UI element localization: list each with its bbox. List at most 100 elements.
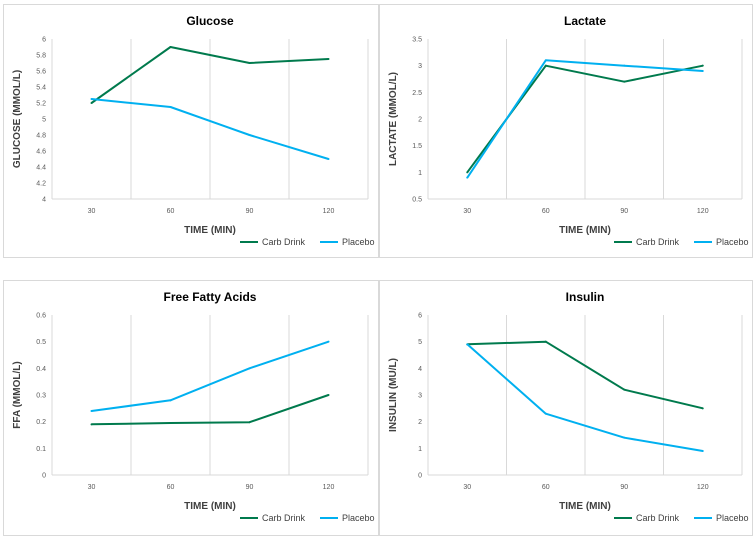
x-tick-label: 60 — [167, 208, 175, 215]
chart-free-fatty-acids: Free Fatty Acids 0 0.1 0.2 0.3 0.4 0.5 0.6 30 60 9… — [12, 290, 375, 523]
data-point-placebo — [327, 340, 330, 343]
y-tick-label: 2.5 — [412, 90, 422, 97]
y-tick-label: 0.2 — [36, 419, 46, 426]
y-tick-label: 4.2 — [36, 181, 46, 188]
data-point-carb-drink — [90, 423, 93, 426]
y-tick-label: 6 — [42, 37, 46, 44]
data-point-carb-drink — [623, 80, 626, 83]
y-tick-label: 0 — [42, 473, 46, 480]
x-tick-label: 30 — [463, 484, 471, 491]
data-point-carb-drink — [90, 102, 93, 104]
y-tick-label: 5.4 — [36, 85, 46, 92]
y-tick-label: 3 — [418, 393, 422, 400]
y-tick-label: 1 — [418, 446, 422, 453]
chart-panel-free-fatty-acids: Free Fatty Acids 0 0.1 0.2 0.3 0.4 0.5 0.6 30 60 9… — [3, 280, 379, 536]
data-point-carb-drink — [169, 422, 172, 424]
chart-panel-insulin: Insulin 0 1 2 3 4 5 6 30 60 90 120 TIME (MIN) INSULIN… — [379, 280, 753, 536]
series-line-carb-drink — [90, 46, 329, 104]
y-tick-label: 0.4 — [36, 366, 46, 373]
data-point-carb-drink — [544, 64, 547, 67]
x-axis-label: TIME (MIN) — [559, 501, 611, 512]
data-point-placebo — [248, 367, 251, 370]
series-line-placebo — [91, 340, 329, 412]
y-tick-label: 3.5 — [412, 37, 422, 44]
y-tick-label: 4 — [418, 366, 422, 373]
series-line-placebo — [466, 59, 703, 179]
y-tick-label: 0.5 — [412, 197, 422, 204]
x-tick-label: 120 — [323, 484, 335, 491]
data-point-placebo — [169, 106, 172, 108]
data-point-placebo — [248, 134, 251, 136]
series-line-carb-drink — [91, 394, 329, 426]
y-tick-label: 1 — [418, 170, 422, 177]
y-tick-label: 4.8 — [36, 133, 46, 140]
chart-insulin: Insulin 0 1 2 3 4 5 6 30 60 90 120 TIME (MIN) INSULIN… — [388, 290, 749, 523]
y-tick-label: 4 — [42, 197, 46, 204]
x-tick-label: 60 — [167, 484, 175, 491]
y-tick-label: 5 — [418, 339, 422, 346]
legend-label-carb-drink: Carb Drink — [262, 513, 306, 523]
data-point-carb-drink — [169, 46, 172, 48]
data-point-placebo — [623, 436, 626, 439]
y-tick-label: 5.8 — [36, 53, 46, 60]
x-tick-label: 90 — [246, 208, 254, 215]
chart-title: Glucose — [186, 14, 234, 28]
legend-label-placebo: Placebo — [716, 237, 749, 247]
x-tick-label: 90 — [620, 208, 628, 215]
series-line-placebo — [91, 98, 329, 160]
x-tick-label: 30 — [88, 484, 96, 491]
data-point-placebo — [466, 176, 469, 179]
data-point-placebo — [466, 343, 469, 346]
chart-panel-glucose: Glucose 4 4.2 4.4 4.6 4.8 5 5.2 5.4 5.6 5.8 6 30 60 90… — [3, 4, 379, 258]
x-tick-label: 60 — [542, 484, 550, 491]
legend-label-carb-drink: Carb Drink — [262, 237, 306, 247]
data-point-placebo — [544, 412, 547, 415]
chart-title: Lactate — [564, 14, 606, 28]
legend-label-placebo: Placebo — [716, 513, 749, 523]
y-tick-label: 6 — [418, 313, 422, 320]
y-axis-label: INSULIN (MU/L) — [388, 358, 399, 432]
data-point-carb-drink — [327, 394, 330, 396]
data-point-placebo — [623, 64, 626, 67]
y-tick-label: 4.6 — [36, 149, 46, 156]
data-point-carb-drink — [544, 340, 547, 343]
x-tick-label: 30 — [88, 208, 96, 215]
x-tick-label: 30 — [463, 208, 471, 215]
y-axis-label: LACTATE (MMOL/L) — [388, 72, 399, 166]
y-tick-label: 2 — [418, 117, 422, 124]
y-tick-label: 0.5 — [36, 339, 46, 346]
x-tick-label: 120 — [323, 208, 335, 215]
x-tick-label: 90 — [620, 484, 628, 491]
data-point-carb-drink — [327, 58, 330, 60]
series-line-placebo — [466, 343, 703, 452]
y-tick-label: 4.4 — [36, 165, 46, 172]
y-axis-label: GLUCOSE (MMOL/L) — [12, 70, 23, 168]
y-tick-label: 0.6 — [36, 313, 46, 320]
chart-title: Free Fatty Acids — [164, 290, 257, 304]
data-point-placebo — [701, 70, 704, 72]
chart-title: Insulin — [566, 290, 605, 304]
x-axis-label: TIME (MIN) — [184, 225, 236, 236]
x-tick-label: 90 — [246, 484, 254, 491]
data-point-placebo — [90, 410, 93, 412]
chart-glucose: Glucose 4 4.2 4.4 4.6 4.8 5 5.2 5.4 5.6 5.8 6 30 60 90… — [12, 14, 375, 247]
y-tick-label: 2 — [418, 419, 422, 426]
legend-label-carb-drink: Carb Drink — [636, 513, 680, 523]
data-point-placebo — [169, 399, 172, 402]
y-tick-label: 0.1 — [36, 446, 46, 453]
data-point-carb-drink — [466, 171, 469, 174]
legend-label-placebo: Placebo — [342, 513, 375, 523]
data-point-placebo — [544, 59, 547, 62]
x-axis-label: TIME (MIN) — [184, 501, 236, 512]
x-axis-label: TIME (MIN) — [559, 225, 611, 236]
x-tick-label: 120 — [697, 484, 709, 491]
y-axis-label: FFA (MMOL/L) — [12, 361, 23, 428]
data-point-placebo — [701, 450, 704, 452]
y-tick-label: 1.5 — [412, 143, 422, 150]
data-point-placebo — [90, 98, 93, 100]
series-line-carb-drink — [467, 340, 704, 410]
data-point-placebo — [327, 158, 330, 160]
data-point-carb-drink — [701, 64, 704, 67]
y-tick-label: 3 — [418, 63, 422, 70]
y-tick-label: 0 — [418, 473, 422, 480]
